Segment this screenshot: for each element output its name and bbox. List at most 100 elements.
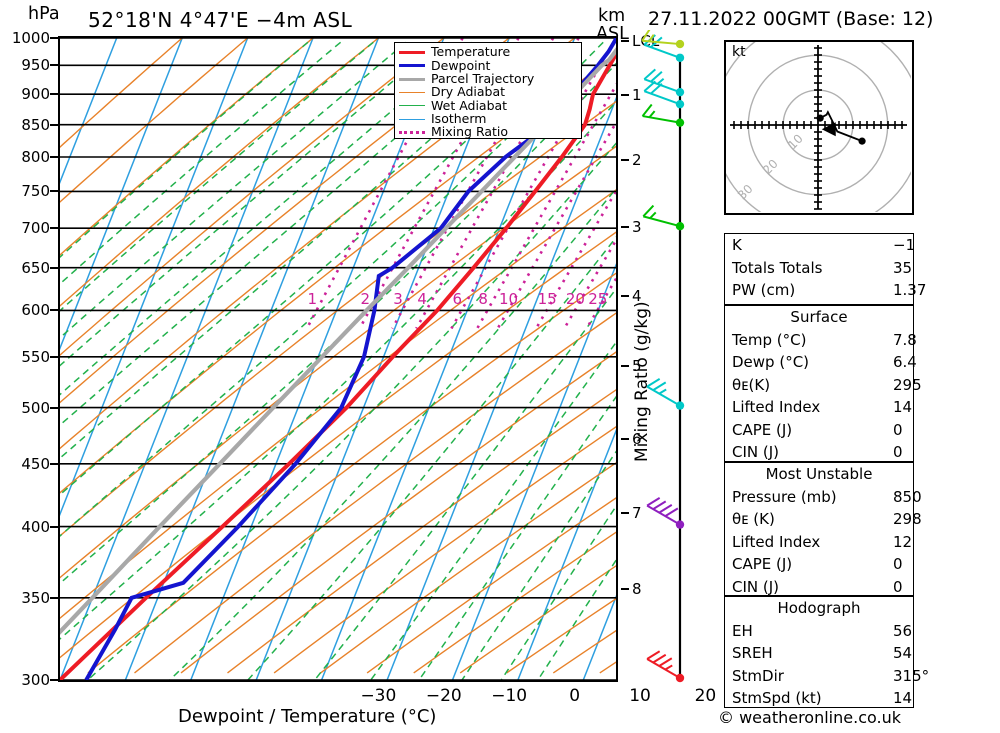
index-row: K −1 [725,234,915,257]
mixing-ratio-label: 15 [537,290,557,309]
legend-item: Isotherm [399,112,577,125]
index-value: 0 [893,443,903,462]
x-axis-title: Dewpoint / Temperature (°C) [178,706,437,727]
pressure-tick [50,596,58,599]
pressure-tick-label: 900 [21,85,50,104]
legend-item-label: Mixing Ratio [431,124,509,140]
pressure-tick [50,525,58,528]
pressure-tick [50,309,58,312]
index-section-title: Surface [790,308,848,326]
pressure-tick [50,679,58,681]
height-tick-label: 5 [632,357,642,376]
index-value: 6.4 [893,353,917,372]
index-label: Dewp (°C) [732,353,810,372]
height-tick [621,365,629,368]
index-row: Totals Totals 35 [725,257,913,280]
index-row: θᴇ(K) 295 [725,374,922,397]
index-row: Lifted Index 14 [725,396,913,419]
mixing-ratio-label: 8 [478,290,488,309]
mixing-ratio-label: 3 [393,290,403,309]
mixing-ratio-label: 10 [499,290,519,309]
legend-item-label: Dry Adiabat [431,84,506,100]
index-value: 12 [893,532,913,551]
pressure-tick [50,227,58,230]
height-tick [621,226,629,229]
index-section-title: Hodograph [777,599,861,617]
height-tick-label: 6 [632,429,642,448]
height-tick-label: 2 [632,151,642,170]
page-title: 52°18'N 4°47'E −4m ASL [88,8,353,32]
index-row: CIN (J) 0 [725,441,913,464]
index-label: θᴇ (K) [732,510,775,529]
index-value: 315° [893,666,930,685]
pressure-unit-label: hPa [28,4,60,24]
index-label: Temp (°C) [732,330,807,349]
index-row: EH 56 [725,620,913,643]
index-value: 295 [893,375,922,394]
pressure-tick-label: 1000 [11,29,50,47]
index-label: SREH [732,644,773,663]
index-row: θᴇ (K) 298 [725,508,922,531]
indices-box-hodograph: Hodograph EH 56 SREH 54 StmDir 315° StmSpd (kt)… [724,596,929,710]
legend-item-label: Isotherm [431,110,487,126]
indices-box-top: K −1 Totals Totals 35 PW (cm) 1.37 [724,233,926,305]
wind-barb [643,68,685,97]
index-label: Lifted Index [732,398,821,417]
height-tick-label: 1 [632,85,642,104]
index-value: 298 [893,510,922,529]
legend-swatch-icon [399,105,425,107]
index-row: CIN (J) 0 [725,576,913,599]
index-label: CAPE (J) [732,420,793,439]
temperature-tick-label: −10 [491,686,528,706]
skewt-svg [60,38,616,680]
wind-barb [646,496,685,529]
pressure-tick [50,190,58,193]
height-tick-label: 3 [632,218,642,237]
skewt-plot[interactable] [58,36,618,682]
legend-item: Mixing Ratio [399,126,577,139]
index-value: 35 [893,258,913,277]
index-row: Temp (°C) 7.8 [725,329,917,352]
index-label: CAPE (J) [732,555,793,574]
pressure-tick-label: 650 [21,258,50,277]
pressure-tick [50,64,58,67]
index-value: 0 [893,577,903,596]
temperature-tick-label: −30 [360,686,397,706]
indices-box-most-unstable: Most Unstable Pressure (mb) 850 θᴇ (K) 298 Li… [724,462,922,599]
pressure-tick-label: 300 [21,671,50,689]
datetime-label: 27.11.2022 00GMT (Base: 12) [648,8,934,30]
height-tick-label: 8 [632,579,642,598]
mixing-ratio-label: 2 [360,290,370,309]
pressure-tick-label: 800 [21,147,50,166]
pressure-tick-label: 450 [21,454,50,473]
height-unit-label-km: km [598,6,626,26]
index-row: Lifted Index 12 [725,531,913,554]
height-tick [621,159,629,162]
legend-swatch-icon [399,92,425,94]
pressure-tick [50,266,58,269]
index-row: SREH 54 [725,642,913,665]
pressure-tick-label: 850 [21,115,50,134]
hodograph-panel[interactable]: 10 20 30 kt [724,40,914,215]
pressure-tick [50,155,58,158]
index-label: Totals Totals [732,258,823,277]
index-label: K [732,236,742,255]
legend-item: Wet Adiabat [399,99,577,112]
legend-item: Parcel Trajectory [399,72,577,86]
pressure-tick-label: 350 [21,588,50,607]
height-tick-label: 7 [632,503,642,522]
mixing-ratio-label: 1 [307,290,318,309]
temperature-tick-label: −20 [425,686,462,706]
pressure-tick-label: 950 [21,56,50,75]
legend-item: Temperature [399,46,577,59]
index-label: PW (cm) [732,281,796,300]
copyright-label: © weatheronline.co.uk [718,708,901,727]
index-value: 0 [893,555,903,574]
height-tick [621,437,629,440]
wind-barb [641,30,685,49]
wind-barb-column [641,30,685,683]
index-row: PW (cm) 1.37 [725,279,926,302]
hodograph-unit-label: kt [732,44,746,60]
legend-swatch-icon [399,51,425,55]
index-row: StmSpd (kt) 14 [725,687,913,710]
